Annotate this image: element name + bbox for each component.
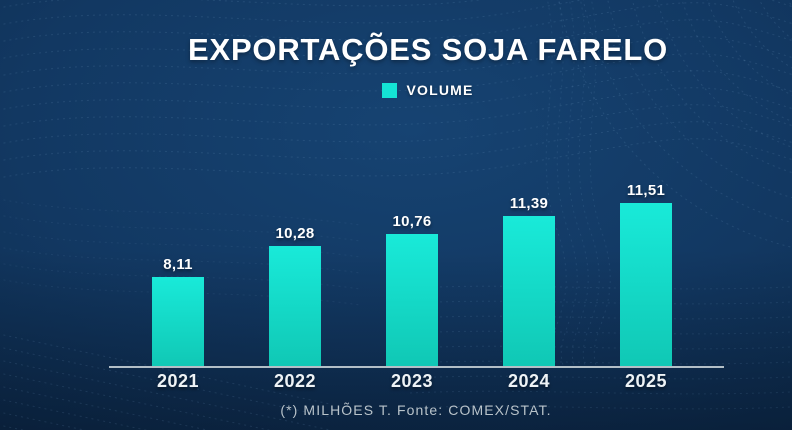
bar-group: 8,11 <box>152 256 204 366</box>
x-axis-tick-label: 2025 <box>624 371 668 391</box>
bar <box>620 203 672 366</box>
bar-value-label: 8,11 <box>163 256 193 273</box>
x-axis-tick-label: 2021 <box>156 371 200 391</box>
bar <box>269 246 321 366</box>
x-axis-tick-label: 2024 <box>507 371 551 391</box>
bar-value-label: 11,51 <box>626 182 666 199</box>
bar <box>503 216 555 366</box>
bar <box>386 234 438 366</box>
bar <box>152 277 204 366</box>
bar-group: 10,28 <box>269 225 321 366</box>
bar-group: 11,51 <box>620 182 672 366</box>
bar-value-label: 10,76 <box>392 213 432 230</box>
source-note: (*) MILHÕES T. Fonte: COMEX/STAT. <box>280 402 552 418</box>
bar-group: 10,76 <box>386 213 438 366</box>
legend: VOLUME <box>64 82 792 98</box>
bar-value-label: 10,28 <box>275 225 315 242</box>
chart-title: EXPORTAÇÕES SOJA FARELO <box>187 32 669 67</box>
plot-area: 8,11 10,28 10,76 11,39 11,51 2021 2022 2023 202… <box>109 0 724 430</box>
x-axis-tick-label: 2023 <box>390 371 434 391</box>
x-axis-tick-label: 2022 <box>273 371 317 391</box>
bar-group: 11,39 <box>503 195 555 366</box>
x-axis-line <box>109 366 724 368</box>
legend-label: VOLUME <box>406 82 474 98</box>
bar-value-label: 11,39 <box>509 195 549 212</box>
legend-swatch-icon <box>382 82 398 98</box>
